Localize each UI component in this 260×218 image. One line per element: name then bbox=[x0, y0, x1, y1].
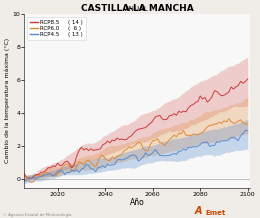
Text: © Agencia Estatal de Meteorología: © Agencia Estatal de Meteorología bbox=[3, 213, 71, 217]
Text: ANUAL: ANUAL bbox=[125, 6, 149, 12]
Y-axis label: Cambio de la temperatura máxima (°C): Cambio de la temperatura máxima (°C) bbox=[4, 38, 10, 164]
Text: Emet: Emet bbox=[205, 210, 226, 216]
Text: A: A bbox=[195, 206, 203, 216]
Legend: RCP8.5     ( 14 ), RCP6.0     (  6 ), RCP4.5     ( 13 ): RCP8.5 ( 14 ), RCP6.0 ( 6 ), RCP4.5 ( 13… bbox=[27, 17, 86, 40]
Title: CASTILLA-LA MANCHA: CASTILLA-LA MANCHA bbox=[81, 4, 194, 13]
X-axis label: Año: Año bbox=[130, 198, 145, 207]
